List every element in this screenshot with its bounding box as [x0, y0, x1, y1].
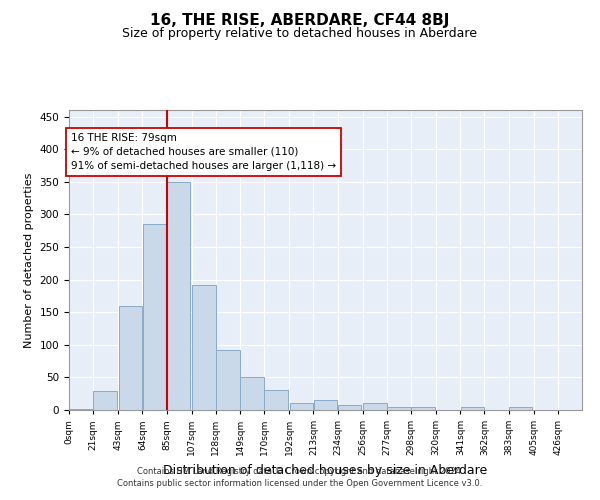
Bar: [192, 285, 216, 410]
Y-axis label: Number of detached properties: Number of detached properties: [24, 172, 34, 348]
Text: 16 THE RISE: 79sqm
← 9% of detached houses are smaller (110)
91% of semi-detache: 16 THE RISE: 79sqm ← 9% of detached hous…: [71, 133, 336, 171]
Bar: [119, 306, 142, 410]
X-axis label: Distribution of detached houses by size in Aberdare: Distribution of detached houses by size …: [163, 464, 488, 476]
Bar: [143, 224, 166, 410]
Bar: [338, 405, 361, 410]
Bar: [264, 390, 288, 410]
Bar: [240, 378, 264, 410]
Text: Size of property relative to detached houses in Aberdare: Size of property relative to detached ho…: [122, 28, 478, 40]
Bar: [290, 404, 313, 410]
Bar: [167, 182, 190, 410]
Bar: [363, 404, 387, 410]
Bar: [509, 406, 532, 410]
Bar: [461, 406, 484, 410]
Bar: [411, 406, 435, 410]
Text: Contains HM Land Registry data © Crown copyright and database right 2024.
Contai: Contains HM Land Registry data © Crown c…: [118, 466, 482, 487]
Bar: [387, 406, 411, 410]
Bar: [216, 350, 240, 410]
Bar: [314, 400, 337, 410]
Bar: [93, 391, 117, 410]
Bar: [69, 408, 93, 410]
Text: 16, THE RISE, ABERDARE, CF44 8BJ: 16, THE RISE, ABERDARE, CF44 8BJ: [151, 12, 449, 28]
